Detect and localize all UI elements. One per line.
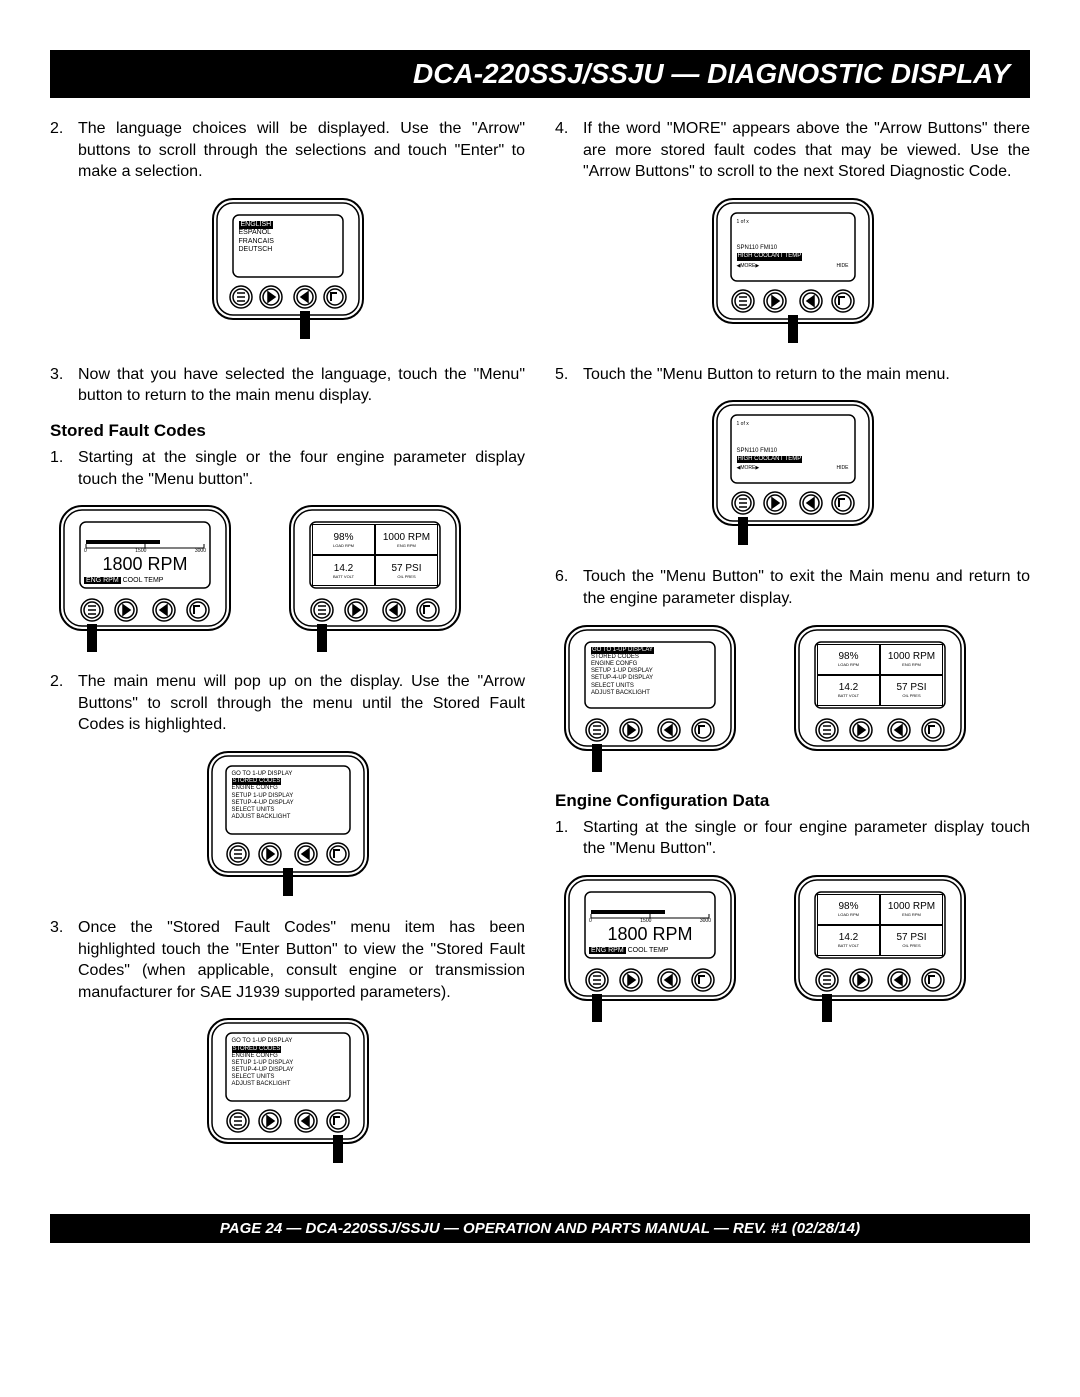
lang-deutsch: DEUTSCH — [239, 246, 274, 254]
sfc-step-3: 3.Once the "Stored Fault Codes" menu ite… — [50, 917, 525, 1003]
lang-espanol: ESPANOL — [239, 229, 274, 237]
device-body-icon — [703, 395, 883, 550]
step-3: 3.Now that you have selected the languag… — [50, 364, 525, 407]
diagnostic-device-menu: GO TO 1-UP DISPLAY STORED CODES ENGINE C… — [198, 746, 378, 901]
engine-config-heading: Engine Configuration Data — [555, 791, 1030, 811]
device-body-icon — [198, 1013, 378, 1168]
content-columns: 2.The language choices will be displayed… — [50, 118, 1030, 1184]
device-lang: ENGLISH ESPANOL FRANCAIS DEUTSCH — [50, 193, 525, 348]
stored-fault-codes-heading: Stored Fault Codes — [50, 421, 525, 441]
pointer-icon — [87, 624, 97, 652]
ecd-step-1: 1.Starting at the single or four engine … — [555, 817, 1030, 860]
device-row-menu-quad: GO TO 1-UP DISPLAY STORED CODES ENGINE C… — [555, 620, 1030, 775]
fault-screen: 1 of x SPN110 FMI10 HIGH COOLANT TEMP ◀M… — [737, 219, 849, 270]
quad-screen: 98%LOAD RPM 1000 RPMENG RPM 14.2BATT VOL… — [817, 894, 943, 956]
quad-screen: 98%LOAD RPM 1000 RPMENG RPM 14.2BATT VOL… — [312, 524, 438, 586]
pointer-icon — [317, 624, 327, 652]
rpm-screen: 015003000 1800 RPM ENG RPM COOL TEMP — [84, 548, 206, 584]
rpm-tabs: ENG RPM COOL TEMP — [84, 577, 206, 584]
menu-list: GO TO 1-UP DISPLAY STORED CODES ENGINE C… — [232, 1038, 294, 1088]
pointer-icon — [592, 994, 602, 1022]
diagnostic-device-fault: 1 of x SPN110 FMI10 HIGH COOLANT TEMP ◀M… — [703, 193, 883, 348]
step-5: 5.Touch the "Menu Button to return to th… — [555, 364, 1030, 386]
quad-screen: 98%LOAD RPM 1000 RPMENG RPM 14.2BATT VOL… — [817, 644, 943, 706]
pointer-icon — [300, 311, 310, 339]
device-row-rpm-quad-2: 015003000 1800 RPM ENG RPM COOL TEMP — [555, 870, 1030, 1025]
diagnostic-device-quad: 98%LOAD RPM 1000 RPMENG RPM 14.2BATT VOL… — [785, 620, 975, 775]
diagnostic-device-rpm: 015003000 1800 RPM ENG RPM COOL TEMP — [555, 870, 745, 1025]
diagnostic-device-quad: 98%LOAD RPM 1000 RPMENG RPM 14.2BATT VOL… — [280, 500, 470, 655]
diagnostic-device-menu: GO TO 1-UP DISPLAY STORED CODES ENGINE C… — [198, 1013, 378, 1168]
menu-list: GO TO 1-UP DISPLAY STORED CODES ENGINE C… — [232, 771, 294, 821]
page-footer: PAGE 24 — DCA-220SSJ/SSJU — OPERATION AN… — [50, 1214, 1030, 1243]
device-fault-2: 1 of x SPN110 FMI10 HIGH COOLANT TEMP ◀M… — [555, 395, 1030, 550]
device-menu-2: GO TO 1-UP DISPLAY STORED CODES ENGINE C… — [50, 1013, 525, 1168]
device-menu-1: GO TO 1-UP DISPLAY STORED CODES ENGINE C… — [50, 746, 525, 901]
pointer-icon — [592, 744, 602, 772]
step-6: 6.Touch the "Menu Button" to exit the Ma… — [555, 566, 1030, 609]
device-body-icon — [555, 620, 745, 775]
pointer-icon — [788, 315, 798, 343]
diagnostic-device-menu-goto: GO TO 1-UP DISPLAY STORED CODES ENGINE C… — [555, 620, 745, 775]
diagnostic-device-quad: 98%LOAD RPM 1000 RPMENG RPM 14.2BATT VOL… — [785, 870, 975, 1025]
fault-screen: 1 of x SPN110 FMI10 HIGH COOLANT TEMP ◀M… — [737, 421, 849, 472]
diagnostic-device-rpm: 015003000 1800 RPM ENG RPM COOL TEMP — [50, 500, 240, 655]
pointer-icon — [738, 517, 748, 545]
device-body-icon — [203, 193, 373, 348]
left-column: 2.The language choices will be displayed… — [50, 118, 525, 1184]
lang-francais: FRANCAIS — [239, 238, 274, 246]
rpm-screen: 015003000 1800 RPM ENG RPM COOL TEMP — [589, 918, 711, 954]
lang-english: ENGLISH — [239, 221, 274, 229]
step-4: 4.If the word "MORE" appears above the "… — [555, 118, 1030, 183]
right-column: 4.If the word "MORE" appears above the "… — [555, 118, 1030, 1184]
pointer-icon — [333, 1135, 343, 1163]
sfc-step-1: 1.Starting at the single or the four eng… — [50, 447, 525, 490]
language-list: ENGLISH ESPANOL FRANCAIS DEUTSCH — [239, 221, 274, 255]
page-header: DCA-220SSJ/SSJU — DIAGNOSTIC DISPLAY — [50, 50, 1030, 98]
diagnostic-device-fault: 1 of x SPN110 FMI10 HIGH COOLANT TEMP ◀M… — [703, 395, 883, 550]
rpm-value: 1800 RPM — [84, 554, 206, 575]
rpm-value: 1800 RPM — [589, 924, 711, 945]
sfc-step-2: 2.The main menu will pop up on the displ… — [50, 671, 525, 736]
menu-list-goto: GO TO 1-UP DISPLAY STORED CODES ENGINE C… — [591, 647, 654, 697]
step-2: 2.The language choices will be displayed… — [50, 118, 525, 183]
pointer-icon — [822, 994, 832, 1022]
diagnostic-device: ENGLISH ESPANOL FRANCAIS DEUTSCH — [203, 193, 373, 348]
device-row-rpm-quad: 015003000 1800 RPM ENG RPM COOL TEMP — [50, 500, 525, 655]
pointer-icon — [283, 868, 293, 896]
device-fault-1: 1 of x SPN110 FMI10 HIGH COOLANT TEMP ◀M… — [555, 193, 1030, 348]
